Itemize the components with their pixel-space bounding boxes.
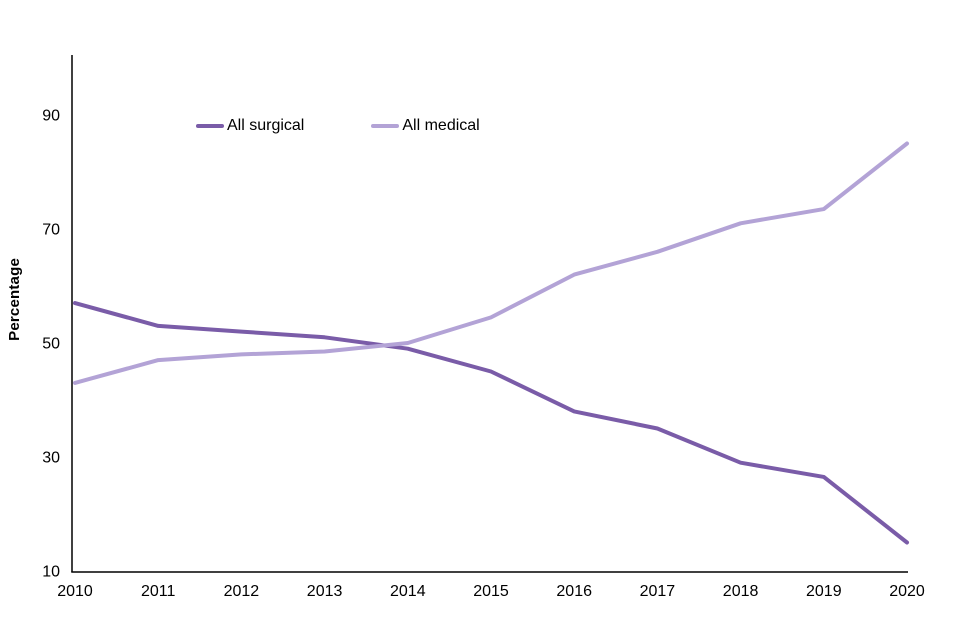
x-tick-label: 2019 <box>806 583 842 600</box>
legend-line-swatch-surgical <box>196 124 224 128</box>
legend-label-surgical: All surgical <box>227 117 305 134</box>
x-tick-label: 2017 <box>640 583 676 600</box>
x-tick-label: 2014 <box>390 583 426 600</box>
y-axis-title: Percentage <box>6 258 23 341</box>
x-tick-label: 2016 <box>556 583 592 600</box>
y-tick-label: 10 <box>42 564 60 581</box>
y-tick-label: 90 <box>42 108 60 125</box>
legend-item-surgical: All surgical <box>196 117 304 135</box>
x-tick-label: 2012 <box>224 583 260 600</box>
x-tick-label: 2011 <box>141 583 176 600</box>
series-line-all-medical <box>73 141 909 385</box>
legend: All surgical All medical <box>196 117 480 135</box>
legend-line-swatch-medical <box>371 124 400 128</box>
x-tick-label: 2013 <box>307 583 343 600</box>
x-tick-label: 2015 <box>473 583 509 600</box>
x-tick-label: 2010 <box>57 583 93 600</box>
series-line-all-surgical <box>73 301 909 545</box>
legend-label-medical: All medical <box>402 117 480 134</box>
y-tick-label: 50 <box>42 336 60 353</box>
y-tick-label: 30 <box>42 450 60 467</box>
y-tick-label: 70 <box>42 222 60 239</box>
x-tick-label: 2020 <box>889 583 925 600</box>
x-tick-label: 2018 <box>723 583 759 600</box>
legend-item-medical: All medical <box>371 117 480 135</box>
